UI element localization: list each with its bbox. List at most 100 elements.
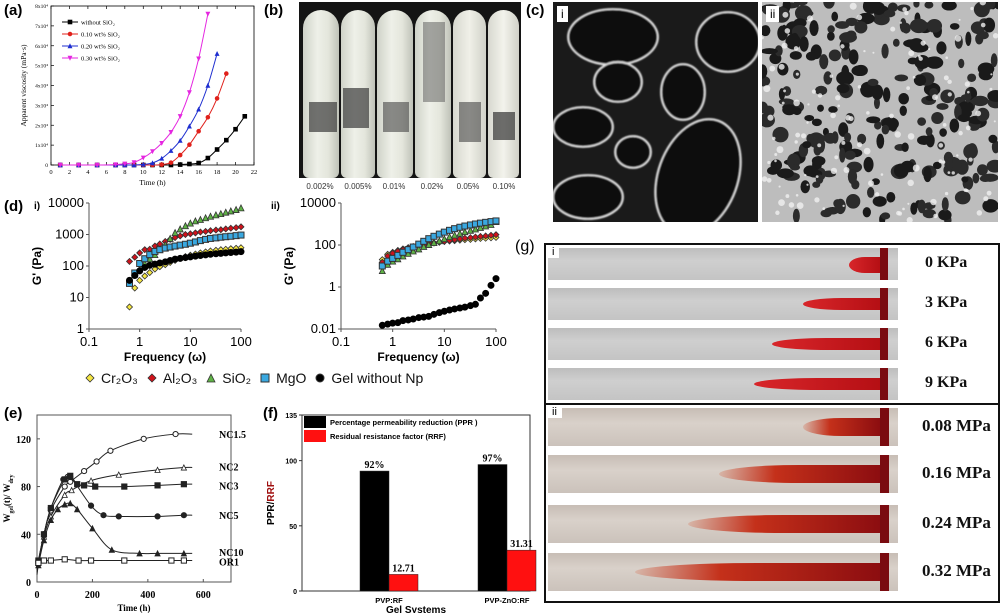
sem-pore [936,103,949,110]
sem-pores-large [553,2,758,222]
x-tick-label: 10 [183,334,197,349]
legend-marker [67,43,73,49]
x-tick-label: 8 [123,169,126,176]
y-tick-label: 1x10⁴ [35,143,48,149]
data-point [214,147,220,152]
y-tick-label: 6x10⁴ [35,44,48,50]
sem-strand [906,217,913,222]
data-point [76,162,82,168]
data-point [151,265,159,273]
sem-pore [984,2,996,10]
sem-strand [902,7,908,12]
sem-strand [912,75,916,79]
sem-pore [800,180,810,194]
data-point [67,499,74,507]
chart-d-ii-modulus: 0.1 1 10 100 0.01 1 100 10000 Frequency (ω) G' (P… [282,195,507,364]
data-point [409,247,417,255]
data-point [461,234,469,242]
data-point [212,210,220,219]
legend-label: 0.20 wt% SiO₂ [81,44,120,51]
legend-marker [67,31,73,37]
bar [506,549,537,592]
series-label: NC5 [219,511,238,522]
pressure-label: 0.08 MPa [922,416,991,435]
data-point [186,123,192,129]
data-point [121,483,128,490]
data-point [196,106,202,112]
series-line [36,466,193,571]
sem-pore [926,18,943,33]
chart-f-ppr-rrf: 0 50 100 135 PPR/RRF PVP:RF PVP-ZnO:RF Gel Syst… [266,413,537,613]
sem-pore [828,49,842,62]
data-point [136,260,144,268]
data-point [378,262,386,270]
x-tick-label: 10 [140,169,147,176]
sem-pore [914,55,931,70]
sem-strand [904,10,909,16]
data-point [67,473,74,481]
y-tick-label: 1000 [55,227,84,242]
data-point [47,504,54,512]
sem-strand [785,194,790,199]
data-point [94,162,100,168]
data-point [482,232,490,240]
sem-strand [868,180,874,187]
legend-label: without SiO₂ [81,20,115,27]
y-tick-label: 100 [62,258,84,273]
tube-label: 0.05% [456,182,480,191]
sem-strand [928,47,931,51]
y-tick-label: 0 [26,578,31,589]
data-point [87,557,95,564]
subpanel-label-d-ii: ii) [271,201,280,212]
sem-pore [820,209,832,218]
axis-labels: 0 50 100 135 PPR/RRF PVP:RF PVP-ZnO:RF Gel Syst… [266,413,530,613]
data-point [154,549,161,557]
sem-strand [863,147,871,155]
sem-pore [917,117,927,126]
data-point [61,483,68,490]
data-point [233,126,238,132]
tube-label: 0.02% [420,182,444,191]
x-tick-label: 12 [158,169,165,176]
sem-strand [817,93,823,98]
sem-strand [767,114,774,121]
data-point [115,471,123,478]
data-point [205,11,211,17]
sem-strand [829,74,834,78]
sem-strand [840,44,845,49]
x-tick-label: 0 [35,590,40,601]
sem-strand [834,155,839,160]
legend-item: MgO [259,370,306,386]
pressure-label: 0.16 MPa [922,463,991,482]
sem-pore [867,78,879,86]
data-point [430,238,438,247]
x-tick-label: PVP:RF [375,596,403,605]
flow-channel-strip [548,248,898,280]
data-point [186,230,194,238]
sem-pore [854,21,868,34]
sem-pore [882,87,891,103]
sem-pore [867,186,875,198]
red-dye-plume [635,563,880,581]
data-point [92,483,99,490]
bar-value-label: 12.71 [392,563,415,574]
sem-pore [957,101,974,113]
sem-pore [806,133,814,144]
y-tick-label: 2x10⁴ [35,123,48,129]
data-point [60,476,67,483]
sem-pore [789,164,801,171]
injection-bar [880,553,889,591]
square-marker-icon [260,373,270,383]
axis-labels: 0.1 1 10 100 0.01 1 100 10000 Frequency (ω) G' (P… [282,195,507,364]
data-point [205,155,211,161]
sem-label-ii: ii [766,6,780,22]
sem-pores-fine [762,2,998,222]
sem-strand [769,65,776,72]
sem-pore [986,159,998,173]
sem-strand [889,113,894,119]
y-tick-label: 10000 [48,195,84,210]
tube-label: 0.01% [382,182,406,191]
sem-pore [881,43,889,59]
sem-pore [991,140,998,154]
series-label: NC10 [219,548,243,559]
